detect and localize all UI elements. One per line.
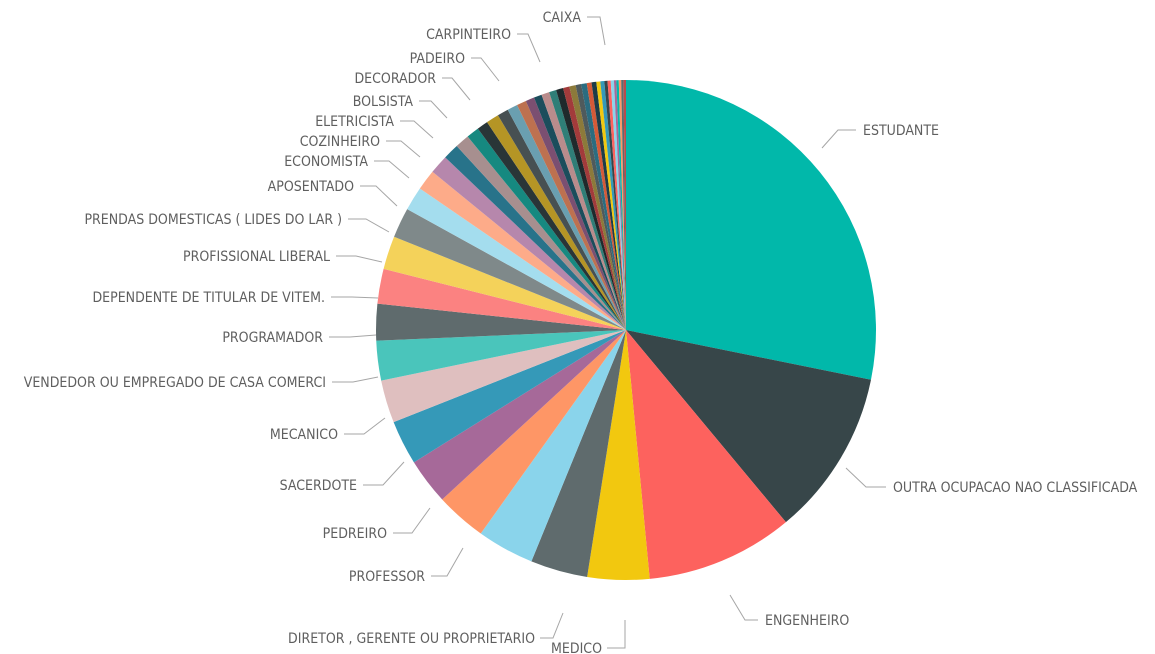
slice-minor-20[interactable]: [610, 80, 626, 330]
slice-label-3: ENGENHEIRO: [765, 613, 849, 629]
leader-line-11: [329, 334, 377, 338]
slice-9[interactable]: [393, 330, 626, 463]
slice-minor-21[interactable]: [613, 80, 626, 330]
slice-3[interactable]: [626, 330, 786, 579]
slice-5[interactable]: [531, 330, 626, 577]
slice-2[interactable]: [626, 330, 871, 523]
slice-label-15: APOSENTADO: [268, 179, 354, 195]
slice-label-13: PROFISSIONAL LIBERAL: [183, 249, 330, 265]
slice-4[interactable]: [587, 330, 650, 580]
leader-line-19: [419, 100, 448, 119]
leader-line-1: [821, 129, 856, 149]
slice-7[interactable]: [442, 330, 626, 534]
leader-line-21: [471, 57, 500, 82]
slice-20[interactable]: [456, 136, 626, 330]
leader-line-20: [442, 77, 471, 101]
leader-line-16: [374, 160, 410, 179]
leader-line-15: [360, 185, 398, 207]
slice-minor-14[interactable]: [586, 82, 626, 330]
slice-minor-12[interactable]: [575, 84, 626, 330]
slice-minor-3[interactable]: [507, 104, 626, 330]
leader-line-8: [363, 461, 405, 486]
slice-minor-22[interactable]: [616, 80, 626, 330]
leader-line-6: [431, 547, 464, 577]
slice-label-5: DIRETOR , GERENTE OU PROPRIETARIO: [288, 631, 535, 647]
leader-lines: [329, 16, 886, 649]
slice-minor-1[interactable]: [487, 115, 626, 330]
leader-line-17: [386, 140, 421, 158]
slice-minor-15[interactable]: [591, 81, 626, 331]
leader-line-3: [729, 594, 758, 621]
slice-label-21: PADEIRO: [410, 51, 465, 67]
leader-line-4: [607, 620, 626, 649]
slice-minor-16[interactable]: [596, 81, 626, 330]
slice-minor-13[interactable]: [581, 83, 626, 330]
slice-minor-8[interactable]: [549, 89, 626, 330]
slice-minor-4[interactable]: [517, 100, 626, 330]
leader-line-22: [517, 33, 541, 63]
leader-line-9: [344, 417, 386, 435]
slice-label-6: PROFESSOR: [349, 569, 425, 585]
slice-label-20: DECORADOR: [354, 71, 436, 87]
slice-minor-18[interactable]: [604, 80, 626, 330]
leader-line-13: [336, 255, 383, 263]
slice-label-17: COZINHEIRO: [300, 134, 380, 150]
slice-label-14: PRENDAS DOMESTICAS ( LIDES DO LAR ): [84, 212, 342, 228]
slice-label-19: BOLSISTA: [353, 94, 414, 110]
slice-10[interactable]: [381, 330, 626, 423]
slice-label-8: SACERDOTE: [280, 478, 357, 494]
slice-label-11: PROGRAMADOR: [222, 330, 323, 346]
slice-6[interactable]: [480, 330, 626, 562]
slice-label-4: MEDICO: [551, 641, 602, 654]
slice-23[interactable]: [623, 79, 626, 330]
slice-minor-7[interactable]: [541, 92, 626, 330]
slice-minor-2[interactable]: [497, 109, 626, 331]
leader-line-12: [331, 296, 379, 299]
slice-13[interactable]: [377, 268, 626, 330]
leader-line-10: [332, 376, 379, 383]
slice-label-7: PEDREIRO: [323, 526, 387, 542]
slice-label-1: ESTUDANTE: [863, 123, 939, 139]
slice-minor-5[interactable]: [525, 97, 626, 330]
leader-line-5: [540, 612, 564, 639]
pie-slices: [376, 79, 876, 580]
slice-19[interactable]: [445, 146, 626, 330]
slice-18[interactable]: [432, 157, 626, 330]
leader-line-7: [393, 507, 431, 534]
slice-label-22: CARPINTEIRO: [426, 27, 511, 43]
slice-minor-17[interactable]: [600, 80, 626, 330]
slice-minor-9[interactable]: [556, 88, 626, 330]
slice-minor-23[interactable]: [618, 80, 626, 330]
slice-17[interactable]: [419, 171, 626, 330]
slice-minor-11[interactable]: [569, 85, 626, 330]
slice-21[interactable]: [467, 128, 626, 330]
leader-line-14: [348, 218, 390, 233]
slice-16[interactable]: [407, 188, 626, 330]
slice-minor-24[interactable]: [621, 80, 626, 330]
slice-label-10: VENDEDOR OU EMPREGADO DE CASA COMERCI: [24, 375, 326, 391]
slice-8[interactable]: [413, 330, 626, 500]
slice-11[interactable]: [376, 330, 626, 381]
slice-minor-10[interactable]: [563, 86, 626, 330]
slice-12[interactable]: [376, 303, 626, 341]
slice-label-18: ELETRICISTA: [315, 114, 394, 130]
leader-line-2: [845, 467, 886, 488]
slice-label-23: CAIXA: [543, 10, 582, 26]
slice-1[interactable]: [626, 80, 876, 380]
slice-label-12: DEPENDENTE DE TITULAR DE VITEM.: [92, 290, 325, 306]
slice-15[interactable]: [394, 209, 626, 330]
slice-label-9: MECANICO: [270, 427, 338, 443]
slice-14[interactable]: [383, 236, 626, 330]
leader-line-23: [587, 16, 606, 46]
slice-minor-6[interactable]: [534, 94, 626, 330]
slice-minor-19[interactable]: [607, 80, 627, 330]
slice-label-16: ECONOMISTA: [284, 154, 368, 170]
slice-label-2: OUTRA OCUPACAO NAO CLASSIFICADA: [893, 480, 1138, 496]
slice-labels: ESTUDANTE OUTRA OCUPACAO NAO CLASSIFICADA…: [24, 10, 1138, 654]
leader-line-18: [400, 120, 434, 139]
slice-22[interactable]: [477, 122, 626, 330]
